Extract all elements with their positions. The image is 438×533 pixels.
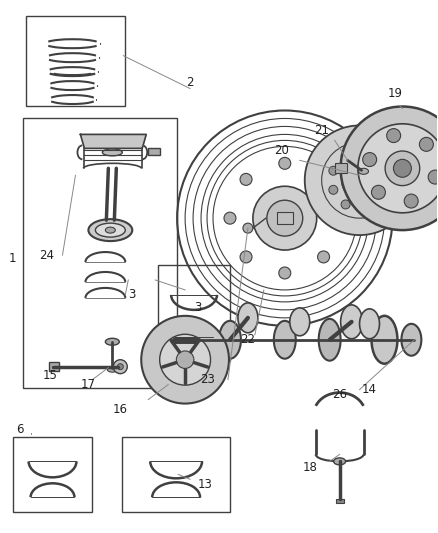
Circle shape — [305, 125, 414, 235]
Bar — [335, 163, 346, 173]
Circle shape — [341, 151, 350, 160]
Ellipse shape — [102, 149, 122, 156]
Circle shape — [160, 334, 211, 385]
Text: 2: 2 — [186, 76, 194, 89]
Text: 14: 14 — [362, 383, 377, 396]
Circle shape — [341, 200, 350, 209]
Text: 17: 17 — [81, 378, 96, 391]
Circle shape — [360, 148, 369, 157]
Circle shape — [279, 157, 291, 169]
Bar — [13, 438, 92, 512]
Ellipse shape — [107, 367, 117, 372]
Circle shape — [318, 173, 329, 185]
Circle shape — [342, 163, 378, 198]
Bar — [25, 16, 125, 106]
Circle shape — [334, 212, 346, 224]
Ellipse shape — [360, 309, 379, 339]
Text: 20: 20 — [274, 144, 289, 157]
Circle shape — [360, 203, 369, 212]
Circle shape — [376, 193, 385, 203]
Circle shape — [353, 173, 367, 187]
Text: 21: 21 — [314, 124, 329, 137]
Circle shape — [113, 360, 127, 374]
Circle shape — [387, 128, 401, 142]
Ellipse shape — [359, 168, 368, 174]
Ellipse shape — [95, 223, 125, 237]
Circle shape — [318, 251, 329, 263]
Text: 24: 24 — [39, 248, 54, 262]
Bar — [49, 362, 59, 370]
Circle shape — [363, 152, 377, 166]
Bar — [122, 438, 230, 512]
Bar — [336, 499, 343, 503]
Circle shape — [383, 176, 392, 185]
Circle shape — [329, 166, 338, 175]
Text: 16: 16 — [113, 403, 128, 416]
Ellipse shape — [341, 305, 363, 339]
Circle shape — [177, 351, 194, 368]
Text: 23: 23 — [201, 373, 215, 386]
Ellipse shape — [274, 321, 296, 359]
Text: 1: 1 — [9, 252, 16, 264]
Ellipse shape — [290, 308, 310, 336]
Ellipse shape — [88, 219, 132, 241]
Ellipse shape — [371, 316, 397, 364]
Text: 15: 15 — [43, 369, 58, 382]
Ellipse shape — [238, 303, 258, 333]
Circle shape — [141, 316, 229, 403]
Circle shape — [243, 223, 253, 233]
Bar — [277, 212, 293, 224]
Circle shape — [376, 158, 385, 167]
Bar — [148, 148, 160, 155]
Circle shape — [253, 186, 317, 250]
Bar — [23, 118, 177, 387]
Circle shape — [224, 212, 236, 224]
Text: 18: 18 — [302, 461, 317, 474]
Text: 3: 3 — [194, 301, 202, 314]
Circle shape — [428, 170, 438, 184]
Circle shape — [240, 251, 252, 263]
Circle shape — [117, 364, 124, 370]
Circle shape — [371, 185, 385, 199]
Text: 3: 3 — [129, 288, 136, 301]
Circle shape — [393, 159, 411, 177]
Circle shape — [341, 107, 438, 230]
Text: 19: 19 — [388, 87, 403, 100]
Circle shape — [420, 138, 433, 151]
Ellipse shape — [106, 227, 115, 233]
Ellipse shape — [319, 319, 341, 361]
Ellipse shape — [334, 458, 346, 465]
Circle shape — [358, 124, 438, 213]
Bar — [158, 265, 230, 361]
Circle shape — [267, 200, 303, 236]
Ellipse shape — [401, 324, 421, 356]
Text: 22: 22 — [240, 333, 255, 346]
Ellipse shape — [186, 326, 204, 354]
Circle shape — [329, 185, 338, 195]
Circle shape — [404, 194, 418, 208]
Text: 6: 6 — [16, 423, 23, 436]
Ellipse shape — [219, 321, 241, 359]
Circle shape — [240, 173, 252, 185]
Text: 26: 26 — [332, 388, 347, 401]
Polygon shape — [81, 134, 146, 148]
Circle shape — [385, 151, 420, 185]
Text: 13: 13 — [198, 478, 212, 491]
Ellipse shape — [106, 338, 119, 345]
Circle shape — [279, 267, 291, 279]
